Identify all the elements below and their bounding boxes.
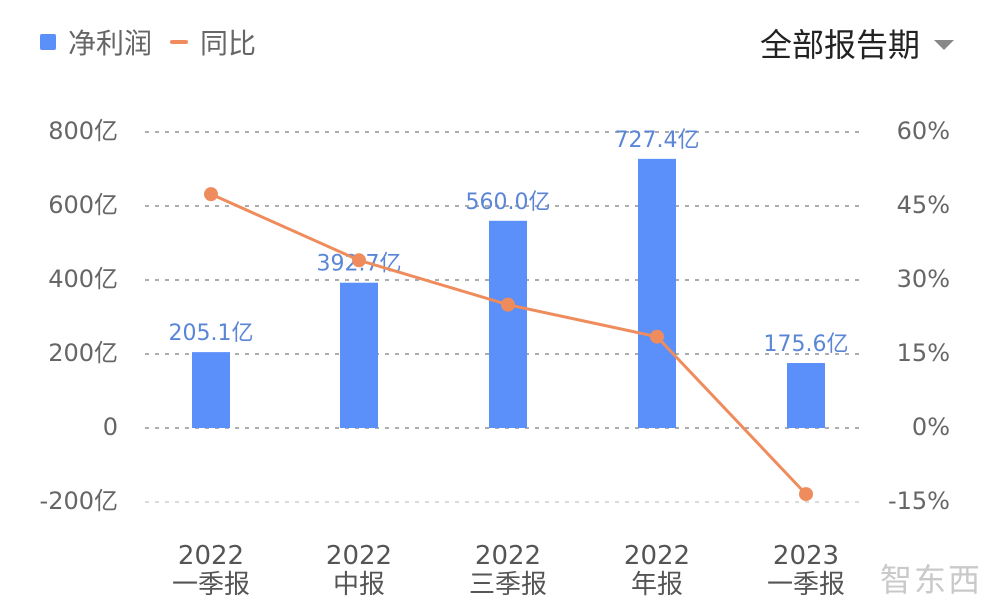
- legend-item-yoy[interactable]: 同比: [170, 22, 256, 62]
- y-right-tick-label: -15%: [888, 487, 950, 515]
- bar-data-label: 727.4亿: [615, 128, 700, 153]
- bar-net-profit: [638, 158, 676, 428]
- y-right-tick-label: 15%: [897, 339, 950, 367]
- y-right-tick-label: 45%: [897, 191, 950, 219]
- watermark: 智东西: [879, 561, 982, 599]
- legend: 净利润 同比: [40, 22, 256, 62]
- yoy-point: [352, 253, 366, 268]
- yoy-point: [501, 297, 515, 312]
- y-right-tick-label: 0%: [912, 413, 950, 441]
- bar-net-profit: [192, 352, 230, 428]
- legend-label-net-profit: 净利润: [68, 27, 153, 60]
- chevron-down-icon: [934, 40, 954, 50]
- line-swatch-icon: [170, 40, 189, 44]
- period-selector-label: 全部报告期: [759, 26, 920, 64]
- yoy-point: [204, 187, 218, 202]
- x-category-period-label: 年报: [631, 570, 683, 600]
- bar-net-profit: [340, 282, 378, 428]
- x-category-year-label: 2023: [773, 541, 839, 571]
- bar-net-profit: [787, 363, 825, 428]
- bar-data-label: 560.0亿: [466, 190, 551, 215]
- y-left-tick-label: 800亿: [48, 117, 118, 145]
- y-left-tick-label: -200亿: [40, 487, 118, 515]
- x-category-period-label: 中报: [333, 570, 385, 600]
- yoy-point: [799, 487, 813, 502]
- x-category-year-label: 2022: [326, 541, 392, 571]
- bar-data-label: 205.1亿: [169, 321, 254, 346]
- yoy-point: [650, 329, 664, 344]
- x-category-period-label: 一季报: [172, 570, 250, 600]
- x-category-period-label: 一季报: [767, 570, 845, 600]
- y-right-tick-label: 60%: [897, 117, 950, 145]
- x-category-period-label: 三季报: [469, 570, 547, 600]
- x-category-year-label: 2022: [475, 541, 541, 571]
- bar-data-label: 175.6亿: [764, 332, 849, 357]
- y-left-tick-label: 600亿: [48, 191, 118, 219]
- legend-item-net-profit[interactable]: 净利润: [40, 22, 152, 62]
- y-left-tick-label: 400亿: [48, 265, 118, 293]
- period-selector[interactable]: 全部报告期: [760, 20, 954, 66]
- x-category-year-label: 2022: [624, 541, 690, 571]
- legend-label-yoy: 同比: [200, 27, 257, 60]
- bar-swatch-icon: [40, 34, 56, 50]
- y-right-tick-label: 30%: [897, 265, 950, 293]
- y-left-tick-label: 200亿: [48, 339, 118, 367]
- y-left-tick-label: 0: [103, 413, 118, 441]
- bar-net-profit: [489, 220, 527, 428]
- x-category-year-label: 2022: [178, 541, 244, 571]
